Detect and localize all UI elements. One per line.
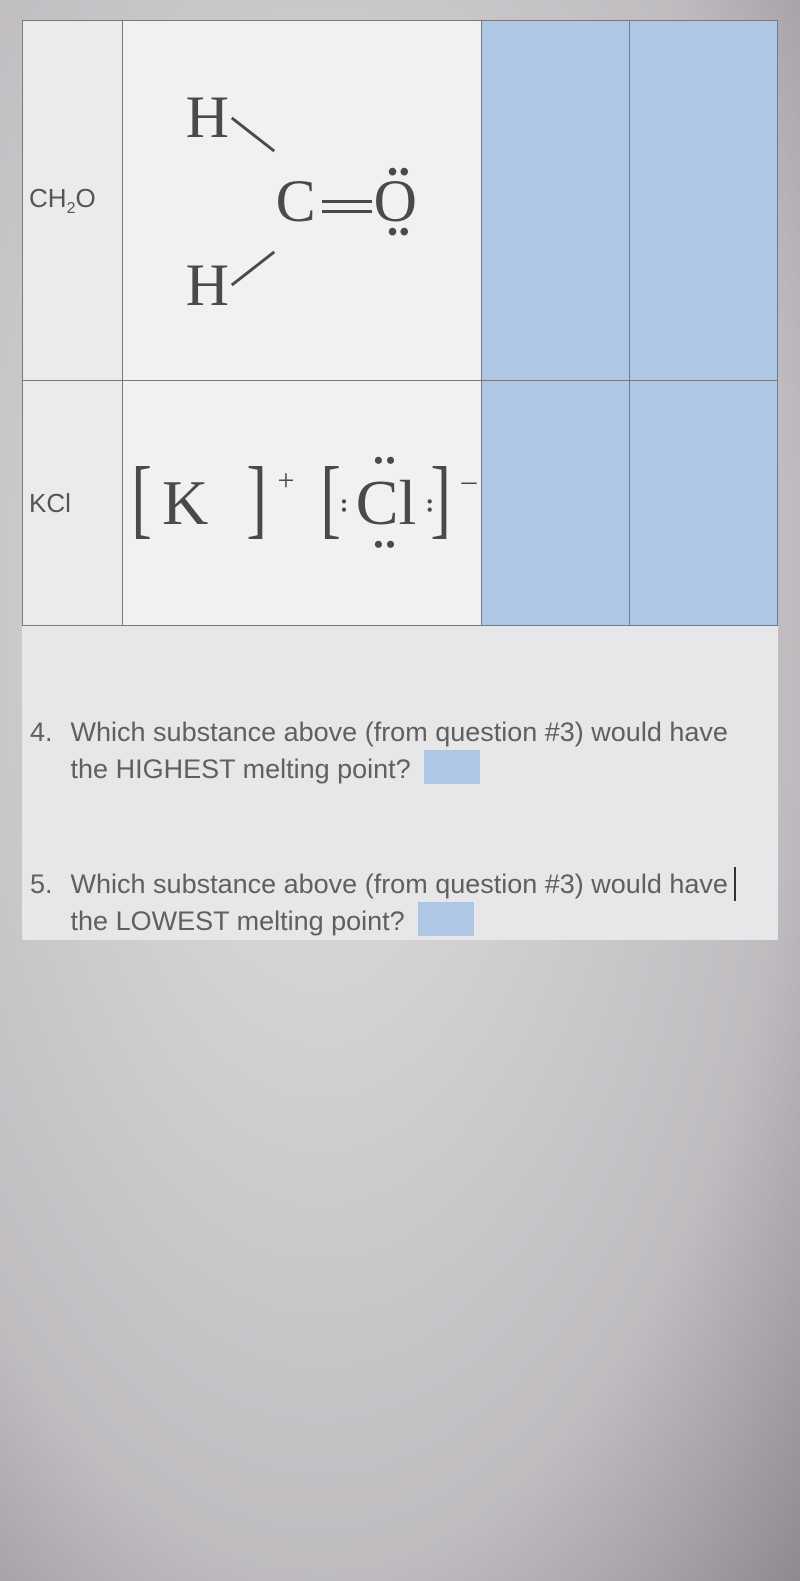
lewis-structure-ch2o: H C O •• •• H — [172, 71, 432, 331]
atom-cl: •• : Cl : •• — [352, 458, 420, 548]
atom-k: K — [162, 466, 208, 540]
bracket-right: ] — [247, 468, 268, 530]
bond-single — [230, 250, 274, 286]
lone-pair: •• — [388, 157, 412, 189]
atom-c: C — [276, 171, 316, 231]
bracket-right: ] — [431, 468, 452, 530]
ionic-structure-kcl: [ K ] + [ •• : Cl : •• ] – — [127, 458, 477, 548]
answer-blank-inline[interactable] — [418, 902, 474, 936]
question-4: 4. Which substance above (from question … — [30, 714, 770, 788]
lone-pair: •• — [388, 217, 412, 249]
answer-blank-inline[interactable] — [424, 750, 480, 784]
table-row: CH2O H C O •• •• H — [23, 21, 778, 381]
lone-pair: •• — [374, 530, 398, 560]
question-text: Which substance above (from question #3)… — [71, 714, 770, 788]
formula-text: CH2O — [29, 183, 96, 213]
formula-cell-ch2o: CH2O — [23, 21, 123, 381]
formula-text: KCl — [29, 488, 71, 518]
answer-cell-blank[interactable] — [481, 21, 629, 381]
text-cursor — [734, 867, 736, 901]
atom-h: H — [186, 87, 229, 147]
atom-h: H — [186, 255, 229, 315]
charge-plus: + — [278, 464, 295, 498]
lewis-cell-kcl: [ K ] + [ •• : Cl : •• ] – — [122, 381, 481, 626]
answer-cell-blank[interactable] — [629, 21, 777, 381]
question-text: Which substance above (from question #3)… — [71, 866, 770, 940]
bracket-left: [ — [131, 468, 152, 530]
question-5: 5. Which substance above (from question … — [30, 866, 770, 940]
lone-pair: : — [340, 497, 349, 510]
bond-double — [322, 197, 372, 217]
table-row: KCl [ K ] + [ •• : Cl : •• — [23, 381, 778, 626]
lewis-cell-ch2o: H C O •• •• H — [122, 21, 481, 381]
charge-minus: – — [462, 464, 477, 498]
bracket-left: [ — [321, 468, 342, 530]
worksheet-screen: CH2O H C O •• •• H KCl — [22, 20, 778, 940]
lone-pair: •• — [374, 446, 398, 476]
bond-single — [230, 116, 274, 152]
answer-cell-blank[interactable] — [629, 381, 777, 626]
compound-table: CH2O H C O •• •• H KCl — [22, 20, 778, 626]
question-number: 4. — [30, 714, 53, 750]
answer-cell-blank[interactable] — [481, 381, 629, 626]
question-number: 5. — [30, 866, 53, 902]
questions-block: 4. Which substance above (from question … — [22, 714, 778, 940]
formula-cell-kcl: KCl — [23, 381, 123, 626]
